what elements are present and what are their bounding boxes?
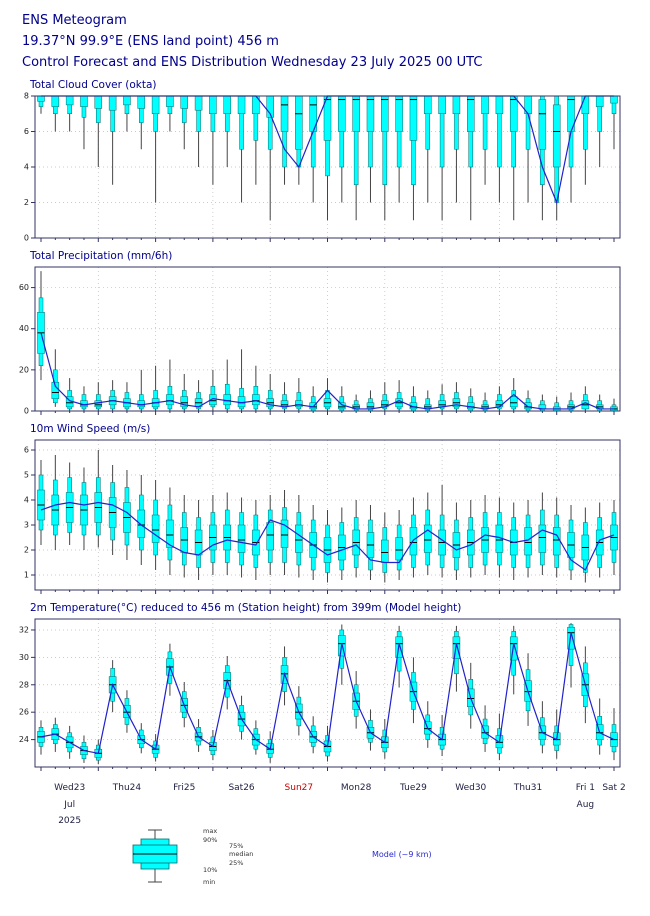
control-forecast-line: [40, 632, 615, 754]
header: ENS Meteogram 19.37°N 99.9°E (ENS land p…: [0, 0, 650, 73]
box-whisker-series: [37, 450, 618, 583]
plot-frame: [34, 266, 621, 412]
year-label: 2025: [58, 816, 81, 826]
shared-x-axis-labels: Wed23 Thu24 Fri25 Sat26 Sun27 Mon28 Tue29 Wed30…: [54, 783, 626, 826]
svg-text:20: 20: [19, 365, 29, 374]
panel-title-precipitation: Total Precipitation (mm/6h): [30, 250, 173, 262]
legend-label-median: median: [229, 850, 253, 858]
svg-text:8: 8: [24, 92, 29, 101]
legend-label-max: max: [203, 827, 217, 835]
box-whisker-series: [37, 95, 618, 221]
legend: max 90% 75% median 25% 10% min Model (~9…: [132, 827, 432, 886]
panel-title-wind-speed: 10m Wind Speed (m/s): [30, 423, 151, 435]
legend-label-25pct: 25%: [229, 859, 243, 867]
svg-text:32: 32: [19, 625, 29, 634]
axes: 24 26 28 30 32: [19, 625, 615, 771]
svg-text:26: 26: [19, 708, 29, 717]
precipitation-chart: 0 20 40 60: [19, 266, 621, 416]
month-label: Aug: [577, 800, 595, 810]
svg-text:6: 6: [24, 127, 29, 136]
station-location: 19.37°N 99.9°E (ENS land point) 456 m: [22, 34, 279, 49]
legend-label-min: min: [203, 878, 215, 886]
temperature-chart: 24 26 28 30 32: [19, 618, 621, 771]
day-label: Tue29: [399, 783, 427, 793]
svg-text:0: 0: [24, 234, 29, 243]
svg-text:40: 40: [19, 324, 29, 333]
svg-text:28: 28: [19, 680, 29, 689]
plot-frame: [34, 95, 621, 239]
svg-text:2: 2: [24, 546, 29, 555]
panel-temperature: 2m Temperature(°C) reduced to 456 m (Sta…: [0, 602, 650, 776]
day-label: Thu24: [112, 783, 142, 793]
legend-label-90pct: 90%: [203, 836, 217, 844]
control-forecast-line: [40, 332, 614, 410]
svg-text:3: 3: [24, 521, 29, 530]
svg-text:2: 2: [24, 198, 29, 207]
model-resolution-label: Model (~9 km): [372, 850, 432, 859]
day-label: Sat 2: [602, 783, 625, 793]
day-label: Fri25: [173, 783, 195, 793]
panel-wind-speed: 10m Wind Speed (m/s) 1 2 3 4 5 6: [0, 423, 650, 599]
legend-label-75pct: 75%: [229, 842, 243, 850]
day-label: Wed23: [54, 783, 85, 793]
month-label: Jul: [63, 800, 75, 810]
axes: 0 20 40 60: [19, 283, 615, 416]
wind-speed-chart: 1 2 3 4 5 6: [24, 439, 621, 594]
legend-label-10pct: 10%: [203, 866, 217, 874]
plot-frame: [34, 439, 621, 591]
panel-title-cloud-cover: Total Cloud Cover (okta): [30, 79, 157, 91]
svg-text:1: 1: [24, 571, 29, 580]
panel-precipitation: Total Precipitation (mm/6h) 0 20 40 60: [0, 250, 650, 420]
plot-frame: [34, 618, 621, 768]
svg-text:60: 60: [19, 283, 29, 292]
forecast-run-info: Control Forecast and ENS Distribution We…: [22, 55, 483, 70]
panel-title-temperature: 2m Temperature(°C) reduced to 456 m (Sta…: [30, 602, 462, 614]
day-label: Sat26: [228, 783, 254, 793]
box-whisker-legend-glyph: [132, 829, 178, 883]
control-forecast-line: [40, 501, 615, 571]
svg-text:5: 5: [24, 471, 29, 480]
page-title: ENS Meteogram: [22, 13, 127, 28]
day-label: Mon28: [341, 783, 372, 793]
day-label: Wed30: [455, 783, 486, 793]
day-label: Fri 1: [576, 783, 595, 793]
svg-text:30: 30: [19, 653, 29, 662]
day-label: Sun27: [285, 783, 314, 793]
svg-text:0: 0: [24, 407, 29, 416]
axes: 1 2 3 4 5 6: [24, 446, 615, 594]
svg-text:24: 24: [19, 735, 29, 744]
svg-text:4: 4: [24, 496, 29, 505]
svg-text:6: 6: [24, 446, 29, 455]
cloud-cover-chart: 0 2 4 6 8: [24, 92, 621, 243]
day-label: Thu31: [513, 783, 542, 793]
panel-cloud-cover: Total Cloud Cover (okta) 0 2 4 6 8: [0, 79, 650, 247]
svg-text:4: 4: [24, 163, 29, 172]
